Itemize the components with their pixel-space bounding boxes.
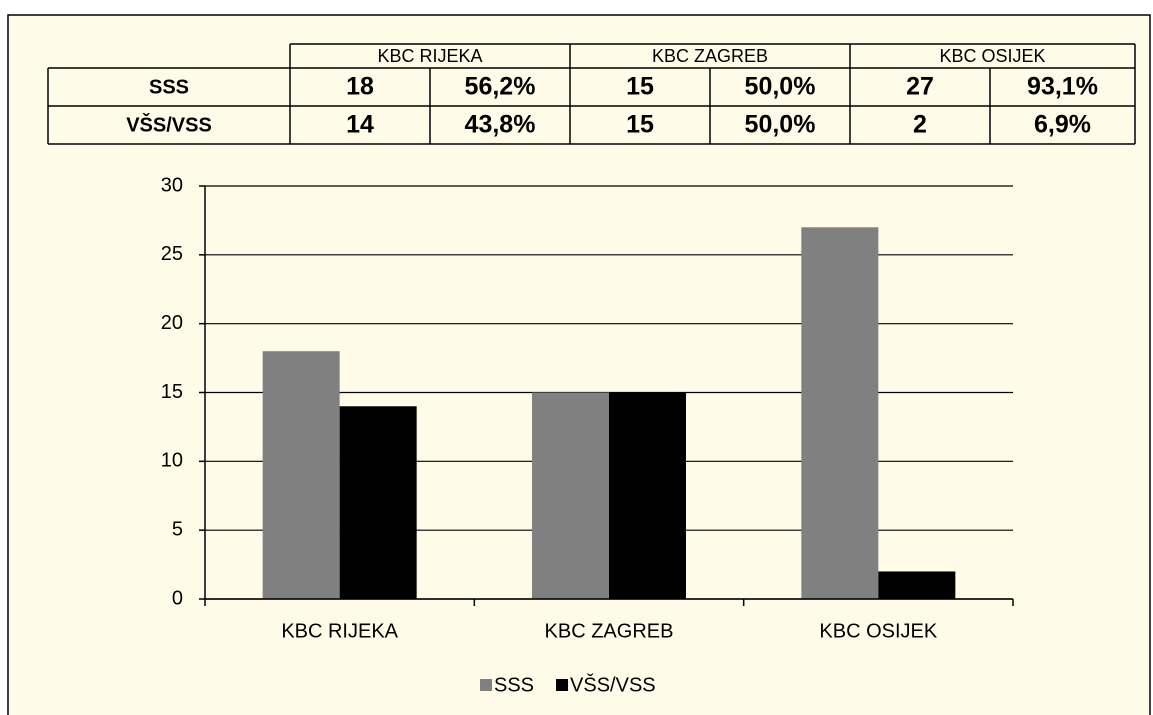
table-percent: 50,0% xyxy=(745,73,816,101)
legend-swatch xyxy=(556,679,569,691)
y-tick-label: 25 xyxy=(161,243,183,265)
table-count: 18 xyxy=(346,73,374,101)
bar xyxy=(609,392,686,599)
legend-label: SSS xyxy=(494,674,534,696)
legend-label: VŠS/VSS xyxy=(570,673,656,696)
bar xyxy=(878,571,956,599)
bar xyxy=(339,406,417,599)
y-tick-label: 5 xyxy=(172,518,183,540)
table-header: KBC ZAGREB xyxy=(652,46,768,66)
y-tick-label: 0 xyxy=(172,587,183,609)
y-tick-label: 10 xyxy=(161,450,183,472)
table-count: 27 xyxy=(906,73,934,101)
table-percent: 93,1% xyxy=(1027,73,1098,101)
legend-swatch xyxy=(480,679,492,691)
table-percent: 50,0% xyxy=(745,111,816,139)
table-row-label: SSS xyxy=(149,76,189,98)
y-tick-label: 15 xyxy=(161,381,183,403)
table-count: 2 xyxy=(913,111,927,139)
table-count: 14 xyxy=(346,111,374,139)
y-tick-label: 20 xyxy=(161,312,183,334)
x-tick-label: KBC RIJEKA xyxy=(281,620,398,642)
table-row-label: VŠS/VSS xyxy=(126,112,212,136)
table-count: 15 xyxy=(626,111,654,139)
table-count: 15 xyxy=(626,73,654,101)
table-header: KBC RIJEKA xyxy=(377,46,482,66)
bar xyxy=(801,227,879,600)
x-tick-label: KBC OSIJEK xyxy=(819,620,937,642)
bar xyxy=(262,351,340,599)
table-percent: 6,9% xyxy=(1034,111,1091,139)
y-tick-label: 30 xyxy=(161,174,183,196)
table-header: KBC OSIJEK xyxy=(939,46,1045,66)
table-percent: 43,8% xyxy=(465,111,536,139)
table-percent: 56,2% xyxy=(465,73,536,101)
x-tick-label: KBC ZAGREB xyxy=(545,620,674,642)
bar xyxy=(532,392,609,599)
